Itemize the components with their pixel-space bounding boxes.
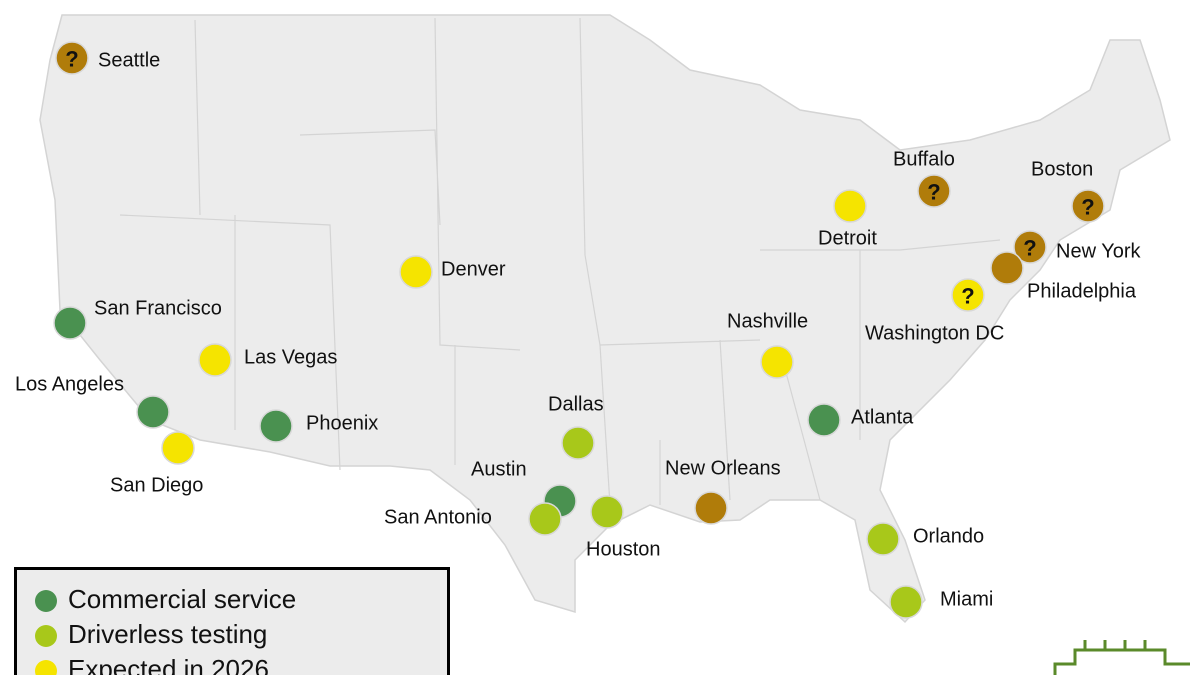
city-marker (528, 502, 562, 536)
city-label: Boston (1031, 158, 1093, 180)
state-lines (119, 17, 1001, 506)
city-marker (694, 491, 728, 525)
city-label: Nashville (727, 310, 808, 332)
city-label: Denver (441, 258, 506, 280)
city-mark: ? (961, 284, 974, 309)
city-label: New Orleans (665, 457, 781, 479)
legend-label: Driverless testing (68, 619, 267, 649)
city-marker (198, 343, 232, 377)
city-marker (1013, 230, 1047, 264)
legend-swatch (35, 660, 57, 675)
city-marker (990, 251, 1024, 285)
city-marker (161, 431, 195, 465)
city-label: Dallas (548, 393, 604, 415)
city-label: Miami (940, 588, 993, 610)
city-label: Atlanta (851, 406, 914, 428)
legend-box (14, 567, 450, 675)
city-marker (866, 522, 900, 556)
cities: ? Seattle San Francisco Los Angeles San Dieg… (15, 41, 1141, 619)
city-marker (136, 395, 170, 429)
legend-swatch (35, 590, 57, 612)
city-mark: ? (1023, 236, 1036, 261)
city-marker (55, 41, 89, 75)
city-label: Detroit (818, 227, 877, 249)
city-marker (917, 174, 951, 208)
city-marker (259, 409, 293, 443)
city-marker (590, 495, 624, 529)
city-marker (53, 306, 87, 340)
city-label: Philadelphia (1027, 280, 1137, 302)
legend-label: Commercial service (68, 584, 296, 614)
city-marker (1071, 189, 1105, 223)
city-label: New York (1056, 240, 1141, 262)
city-label: Orlando (913, 525, 984, 547)
city-mark: ? (65, 47, 78, 72)
city-label: Buffalo (893, 148, 955, 170)
city-label: San Diego (110, 474, 203, 496)
legend-swatch (35, 625, 57, 647)
city-mark: ? (1081, 195, 1094, 220)
city-label: Austin (471, 458, 527, 480)
city-marker (951, 278, 985, 312)
city-label: Los Angeles (15, 373, 124, 395)
city-label: Phoenix (306, 412, 378, 434)
city-marker (399, 255, 433, 289)
city-label: San Antonio (384, 506, 492, 528)
legend: Commercial service Driverless testing Expe… (35, 584, 296, 675)
logo (1053, 640, 1190, 675)
city-marker (561, 426, 595, 460)
city-label: Washington DC (865, 322, 1004, 344)
city-marker (889, 585, 923, 619)
city-marker (760, 345, 794, 379)
city-marker (833, 189, 867, 223)
city-label: Las Vegas (244, 346, 337, 368)
city-label: Seattle (98, 49, 160, 71)
city-label: Houston (586, 538, 661, 560)
city-mark: ? (927, 180, 940, 205)
city-marker (807, 403, 841, 437)
city-label: San Francisco (94, 297, 222, 319)
legend-label: Expected in 2026 (68, 654, 269, 675)
